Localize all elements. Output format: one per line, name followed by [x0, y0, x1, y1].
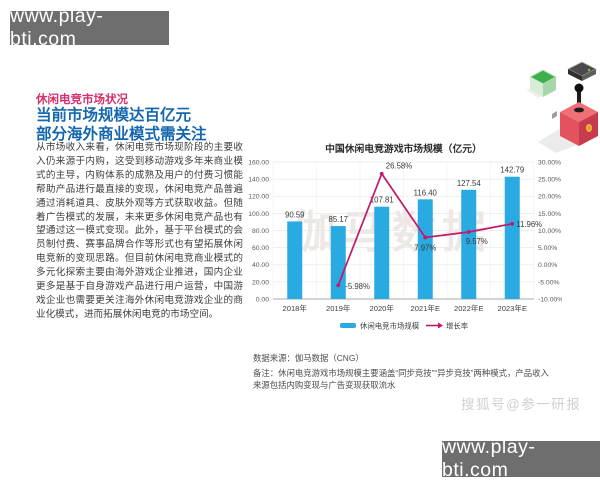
svg-text:20.00%: 20.00%: [538, 194, 561, 201]
gaming-3d-illustration: [522, 54, 600, 159]
sohu-watermark: 搜狐号@参一研报: [461, 397, 582, 412]
svg-text:11.96%: 11.96%: [516, 220, 542, 229]
svg-text:7.97%: 7.97%: [414, 243, 436, 252]
svg-text:20.00: 20.00: [252, 279, 269, 286]
svg-text:增长率: 增长率: [446, 322, 469, 331]
svg-text:15.00%: 15.00%: [538, 211, 561, 218]
svg-text:80.00: 80.00: [252, 228, 269, 235]
headline: 当前市场规模达百亿元 部分海外商业模式需关注: [36, 106, 207, 144]
joystick-box-icon: [552, 83, 598, 146]
chart-title: 中国休闲电竞游戏市场规模（亿元）: [325, 144, 482, 155]
market-chart-svg: 160.00 140.00 120.00 100.00 80.00 60.00 40.00 2…: [248, 159, 562, 331]
svg-text:120.00: 120.00: [248, 194, 269, 201]
watermark-top-left: www.play-bti.com: [10, 5, 169, 50]
svg-text:140.00: 140.00: [248, 177, 269, 184]
chart-note: 备注：休闲电竞游戏市场规模主要涵盖“同步竞技”“异步竞技”两种模式，产品收入来源…: [253, 368, 549, 390]
svg-text:25.00%: 25.00%: [538, 177, 561, 184]
svg-text:2020年: 2020年: [370, 303, 395, 313]
svg-text:2023年E: 2023年E: [497, 303, 527, 313]
section-kicker: 休闲电竞市场状况: [36, 94, 128, 106]
svg-text:2018年: 2018年: [283, 303, 308, 313]
data-source: 数据来源：伽马数据（CNG）: [253, 353, 364, 363]
body-paragraph: 从市场收入来看，休闲电竞市场现阶段的主要收入仍来源于内购，这受到移动游戏多年来商…: [36, 142, 243, 320]
svg-text:26.58%: 26.58%: [386, 162, 413, 171]
svg-text:休闲电竞市场规模: 休闲电竞市场规模: [360, 322, 420, 331]
svg-text:2019年: 2019年: [326, 303, 351, 313]
svg-text:10.00%: 10.00%: [538, 228, 561, 235]
svg-text:127.54: 127.54: [457, 179, 482, 188]
svg-text:-5.00%: -5.00%: [538, 279, 560, 286]
svg-text:90.59: 90.59: [285, 210, 305, 219]
svg-text:107.81: 107.81: [370, 196, 394, 205]
svg-text:85.17: 85.17: [328, 215, 348, 224]
svg-text:142.79: 142.79: [500, 166, 524, 175]
svg-text:0.00: 0.00: [256, 296, 269, 303]
gaming-3d-illustration-svg: [526, 61, 598, 153]
svg-text:9.57%: 9.57%: [466, 237, 488, 246]
svg-text:30.00%: 30.00%: [538, 159, 561, 166]
svg-text:160.00: 160.00: [248, 159, 269, 166]
svg-text:40.00: 40.00: [252, 262, 269, 269]
footnotes: 数据来源：伽马数据（CNG） 备注：休闲电竞游戏市场规模主要涵盖“同步竞技”“异…: [253, 352, 555, 392]
green-cube-icon: [528, 69, 558, 97]
svg-text:0.00%: 0.00%: [538, 262, 557, 269]
svg-text:-10.00%: -10.00%: [538, 296, 562, 303]
headline-line2: 部分海外商业模式需关注: [36, 126, 207, 143]
svg-text:2022年E: 2022年E: [454, 303, 484, 313]
svg-text:5.00%: 5.00%: [538, 245, 557, 252]
watermark-bottom-right: www.play-bti.com: [442, 436, 600, 480]
svg-text:-5.98%: -5.98%: [345, 282, 370, 291]
headline-line1: 当前市场规模达百亿元: [36, 107, 192, 124]
svg-text:116.40: 116.40: [414, 188, 438, 197]
svg-text:2021年E: 2021年E: [410, 303, 440, 313]
svg-text:60.00: 60.00: [252, 245, 269, 252]
laptop-icon: [567, 61, 597, 81]
svg-text:100.00: 100.00: [248, 211, 269, 218]
